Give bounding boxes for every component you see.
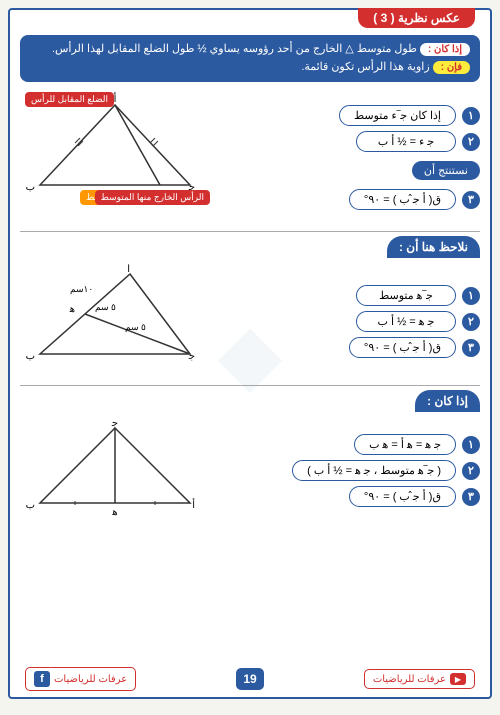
item-text: ﺟ ﺀ = ½ أ ﺏ [356, 131, 456, 152]
diagram-3: ﺟ ﺏ أ ﻫ [20, 418, 210, 523]
diagram-2: أ ﺏ ﺟ ﻫ ١٠سم ٥ سم ٥ سم [20, 264, 210, 379]
svg-text:أ: أ [114, 92, 117, 105]
item-text: ﺟ‾ﻫ متوسط [356, 285, 456, 306]
divider [20, 385, 480, 386]
page: ◆ عكس نظرية ( 3 ) إذا كان : طول متوسط △ … [8, 8, 492, 699]
item-text: ق( أ ﺟ̂ ﺏ ) = ٩٠° [349, 189, 456, 210]
svg-text:ﻫ: ﻫ [69, 304, 75, 315]
divider [20, 231, 480, 232]
conclude-label: نستنتج أن [412, 161, 480, 180]
item-text: ﺟ ﻫ = ½ أ ﺏ [356, 311, 456, 332]
badge: ٣ [462, 191, 480, 209]
svg-text:ﺏ: ﺏ [26, 351, 35, 362]
svg-text:ﺏ: ﺏ [26, 182, 35, 193]
badge: ٣ [462, 488, 480, 506]
badge: ٢ [462, 313, 480, 331]
if-header: إذا كان : [415, 390, 480, 412]
then-text: زاوية هذا الرأس تكون قائمة. [301, 61, 429, 73]
svg-text:ﺟ: ﺟ [188, 351, 195, 362]
then-label: فإن : [433, 61, 470, 74]
triangle-svg: ﺟ ﺏ أ ﻫ [20, 418, 210, 518]
footer-right: ▶ عرفات للرياضيات [364, 669, 475, 689]
badge: ٢ [462, 462, 480, 480]
section-1: ١ إذا كان ﺟ‾ﺀ متوسط ٢ ﺟ ﺀ = ½ أ ﺏ نستنتج أ… [20, 90, 480, 225]
badge: ١ [462, 436, 480, 454]
triangle-svg: أ ﺏ ﺟ ﻫ [20, 264, 210, 374]
item-text: إذا كان ﺟ‾ﺀ متوسط [339, 105, 456, 126]
facebook-icon: f [34, 671, 50, 687]
brand-text: عرفات للرياضيات [373, 674, 446, 685]
item-text: ﺟ ﻫ = ﻫ أ = ﻫ ﺏ [354, 434, 456, 455]
svg-text:أ: أ [127, 264, 130, 275]
measure-h1: ٥ سم [125, 322, 146, 333]
item-text: ق( أ ﺟ̂ ﺏ ) = ٩٠° [349, 486, 456, 507]
section-2: ١ ﺟ‾ﻫ متوسط ٢ ﺟ ﻫ = ½ أ ﺏ ٣ ق( أ ﺟ̂ ﺏ ) = ٩… [20, 264, 480, 379]
brand-text: عرفات للرياضيات [54, 674, 127, 685]
theorem-box: إذا كان : طول متوسط △ الخارج من أحد رؤوس… [20, 35, 480, 82]
diagram-1: أ ﺏ ﺟ ﺀ الضلع المقابل للرأس متوسط الرأس … [20, 90, 210, 225]
if-text: طول متوسط △ الخارج من أحد رؤوسه يساوي ½ … [52, 43, 417, 55]
youtube-icon: ▶ [450, 673, 466, 685]
header-tab: عكس نظرية ( 3 ) [358, 8, 475, 28]
if-label: إذا كان : [420, 43, 470, 56]
measure-h2: ٥ سم [95, 302, 116, 313]
svg-text:أ: أ [192, 498, 195, 511]
section-3: ١ ﺟ ﻫ = ﻫ أ = ﻫ ﺏ ٢ ( ﺟ‾ﻫ متوسط ، ﺟ ﻫ = ½ … [20, 418, 480, 523]
page-number: 19 [236, 668, 264, 690]
svg-text:ﺏ: ﺏ [26, 500, 35, 511]
label-opposite: الضلع المقابل للرأس [25, 92, 114, 107]
badge: ١ [462, 107, 480, 125]
item-text: ( ﺟ‾ﻫ متوسط ، ﺟ ﻫ = ½ أ ﺏ ) [292, 460, 456, 481]
badge: ١ [462, 287, 480, 305]
item-text: ق( أ ﺟ̂ ﺏ ) = ٩٠° [349, 337, 456, 358]
footer: ▶ عرفات للرياضيات 19 عرفات للرياضيات f [10, 667, 490, 691]
notice-header: نلاحظ هنا أن : [387, 236, 480, 258]
footer-left: عرفات للرياضيات f [25, 667, 136, 691]
svg-text:ﻫ: ﻫ [111, 507, 117, 518]
svg-text:ﺟ: ﺟ [111, 418, 118, 429]
measure-ab: ١٠سم [70, 284, 93, 295]
badge: ٣ [462, 339, 480, 357]
label-vertex: الرأس الخارج منها المتوسط [95, 190, 210, 205]
badge: ٢ [462, 133, 480, 151]
